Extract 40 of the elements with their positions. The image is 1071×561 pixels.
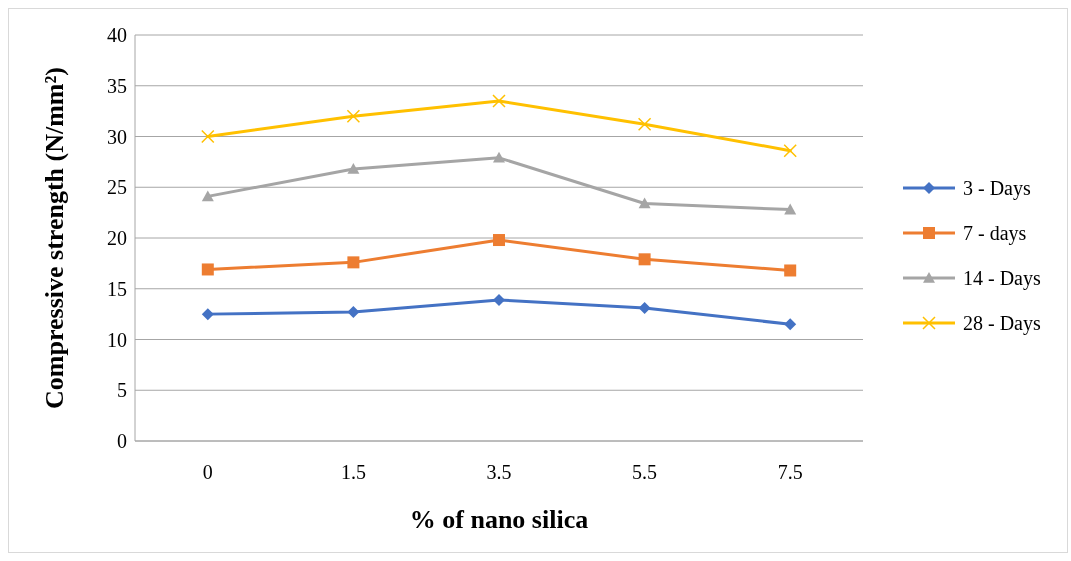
point (783, 143, 797, 158)
point (638, 302, 651, 315)
x-tick-label: 0 (202, 461, 213, 483)
y-tick-label: 5 (117, 379, 127, 402)
point (493, 293, 505, 306)
y-tick-label: 25 (107, 176, 127, 199)
point (492, 94, 506, 108)
y-tick-label: 15 (107, 277, 127, 300)
point (638, 253, 651, 266)
x-axis-title: % of nano silica (409, 505, 589, 534)
y-tick-label: 20 (107, 227, 127, 249)
point (493, 234, 505, 247)
point (638, 197, 651, 209)
y-tick-label: 0 (117, 430, 127, 452)
y-tick-label: 10 (107, 328, 127, 351)
y-axis-title: Compressive strength (N/mm²) (40, 67, 69, 409)
y-tick-label: 40 (107, 24, 127, 46)
point (784, 203, 797, 215)
point (637, 117, 652, 132)
y-tick-label: 30 (107, 125, 127, 148)
y-tick-label: 35 (107, 74, 127, 97)
point (784, 264, 797, 277)
point (201, 129, 215, 144)
x-tick-label: 5.5 (632, 461, 658, 483)
point (784, 318, 797, 331)
legend-label: 3 - Days (963, 177, 1031, 200)
point (347, 306, 360, 319)
legend-label: 7 - days (963, 222, 1027, 245)
x-tick-label: 1.5 (340, 461, 366, 483)
point (346, 109, 361, 123)
point (201, 190, 214, 202)
point (493, 151, 505, 163)
legend-label: 28 - Days (963, 312, 1041, 335)
x-tick-label: 7.5 (777, 461, 803, 483)
x-tick-label: 3.5 (486, 461, 512, 483)
legend-label: 14 - Days (963, 267, 1041, 290)
point (201, 308, 214, 321)
point (347, 256, 360, 269)
point (201, 263, 214, 276)
point (347, 162, 360, 174)
